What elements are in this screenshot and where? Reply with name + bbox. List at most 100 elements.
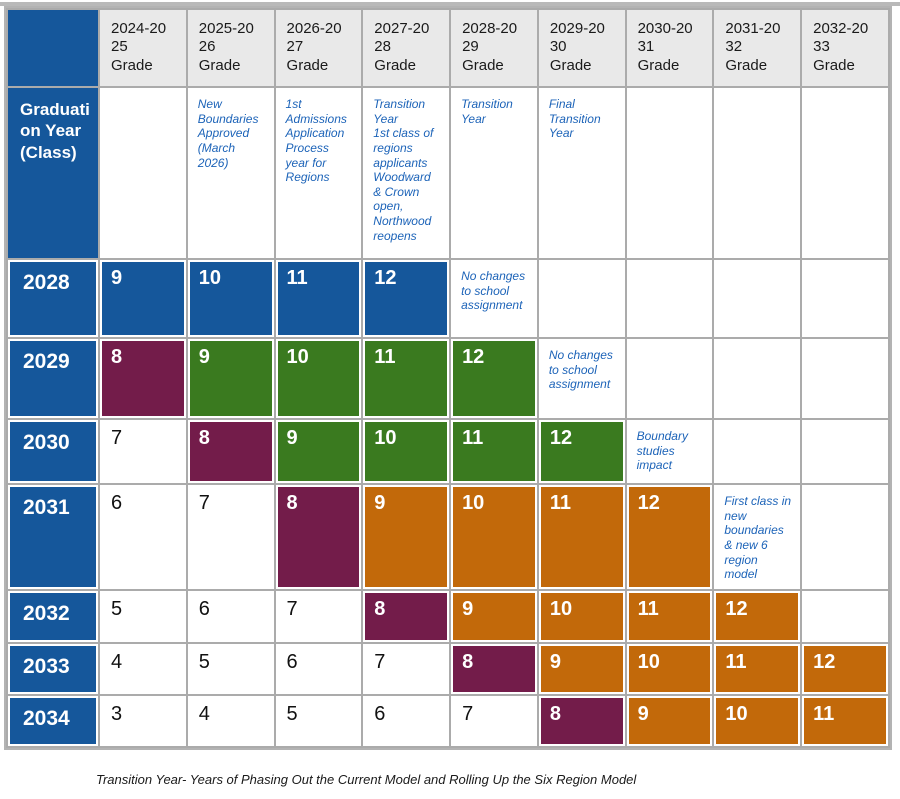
grade-cell: 12 bbox=[714, 591, 801, 642]
grade-cell: 10 bbox=[275, 339, 362, 418]
empty-cell bbox=[802, 420, 888, 483]
empty-cell bbox=[538, 260, 625, 337]
year-cell: 2032 bbox=[8, 591, 98, 642]
grade-cell: 10 bbox=[363, 420, 450, 483]
grade-cell: 9 bbox=[275, 420, 362, 483]
grade-cell: 6 bbox=[363, 696, 450, 746]
note-cell: Boundary studies impact bbox=[626, 420, 713, 483]
grade-cell: 8 bbox=[187, 420, 274, 483]
column-header-2: 2025-20 26 Grade bbox=[187, 10, 274, 86]
milestone-note: New Boundaries Approved (March 2026) bbox=[187, 88, 274, 258]
empty-cell bbox=[100, 88, 186, 258]
milestone-note: 1st Admissions Application Process year … bbox=[275, 88, 362, 258]
notes-row: Graduati on Year (Class) New Boundaries A… bbox=[8, 88, 888, 258]
grade-cell: 10 bbox=[626, 644, 713, 694]
empty-cell bbox=[626, 339, 713, 418]
grade-cell: 3 bbox=[100, 696, 186, 746]
table-body: 2028 9 10 11 12 No changes to school assignme… bbox=[8, 260, 888, 746]
grade-cell: 7 bbox=[363, 644, 450, 694]
grade-cell: 9 bbox=[626, 696, 713, 746]
grade-cell: 7 bbox=[451, 696, 537, 746]
milestone-note: Transition Year bbox=[451, 88, 537, 258]
class-row-2032: 2032 5 6 7 8 9 10 11 12 bbox=[8, 591, 888, 642]
table-head: 2024-20 25 Grade 2025-20 26 Grade 2026-20 … bbox=[8, 10, 888, 258]
year-cell: 2028 bbox=[8, 260, 98, 337]
empty-cell bbox=[802, 260, 888, 337]
grade-cell: 9 bbox=[187, 339, 274, 418]
grade-cell: 8 bbox=[538, 696, 625, 746]
grade-cell: 12 bbox=[451, 339, 537, 418]
empty-cell bbox=[802, 339, 888, 418]
schedule-table: 2024-20 25 Grade 2025-20 26 Grade 2026-20 … bbox=[4, 6, 892, 750]
grade-cell: 5 bbox=[275, 696, 362, 746]
class-row-2033: 2033 4 5 6 7 8 9 10 11 12 bbox=[8, 644, 888, 694]
grade-cell: 11 bbox=[802, 696, 888, 746]
grade-cell: 11 bbox=[714, 644, 801, 694]
empty-cell bbox=[802, 591, 888, 642]
milestone-note: Final Transition Year bbox=[538, 88, 625, 258]
year-cell: 2033 bbox=[8, 644, 98, 694]
column-header-6: 2029-20 30 Grade bbox=[538, 10, 625, 86]
grade-cell: 11 bbox=[363, 339, 450, 418]
empty-cell bbox=[802, 88, 888, 258]
grade-cell: 6 bbox=[187, 591, 274, 642]
year-cell: 2029 bbox=[8, 339, 98, 418]
class-row-2029: 2029 8 9 10 11 12 No changes to school assignm… bbox=[8, 339, 888, 418]
grade-cell: 12 bbox=[538, 420, 625, 483]
graduation-year-header: Graduati on Year (Class) bbox=[8, 88, 98, 258]
grade-cell: 12 bbox=[626, 485, 713, 589]
class-row-2034: 2034 3 4 5 6 7 8 9 10 11 bbox=[8, 696, 888, 746]
grade-cell: 8 bbox=[100, 339, 186, 418]
empty-cell bbox=[714, 260, 801, 337]
column-header-4: 2027-20 28 Grade bbox=[363, 10, 450, 86]
grade-cell: 5 bbox=[100, 591, 186, 642]
class-row-2028: 2028 9 10 11 12 No changes to school assignme… bbox=[8, 260, 888, 337]
grade-cell: 4 bbox=[187, 696, 274, 746]
column-header-5: 2028-20 29 Grade bbox=[451, 10, 537, 86]
grade-cell: 12 bbox=[802, 644, 888, 694]
grade-cell: 10 bbox=[538, 591, 625, 642]
grade-cell: 8 bbox=[275, 485, 362, 589]
grade-cell: 6 bbox=[275, 644, 362, 694]
grade-cell: 8 bbox=[363, 591, 450, 642]
empty-cell bbox=[714, 88, 801, 258]
note-cell: No changes to school assignment bbox=[451, 260, 537, 337]
year-cell: 2034 bbox=[8, 696, 98, 746]
grade-cell: 6 bbox=[100, 485, 186, 589]
note-cell: First class in new boundaries & new 6 re… bbox=[714, 485, 801, 589]
year-cell: 2030 bbox=[8, 420, 98, 483]
grade-cell: 10 bbox=[187, 260, 274, 337]
year-cell: 2031 bbox=[8, 485, 98, 589]
grade-cell: 11 bbox=[451, 420, 537, 483]
column-header-1: 2024-20 25 Grade bbox=[100, 10, 186, 86]
grade-cell: 9 bbox=[100, 260, 186, 337]
milestone-note: Transition Year 1st class of regions app… bbox=[363, 88, 450, 258]
grade-cell: 11 bbox=[538, 485, 625, 589]
grade-cell: 9 bbox=[451, 591, 537, 642]
grade-cell: 12 bbox=[363, 260, 450, 337]
column-header-row: 2024-20 25 Grade 2025-20 26 Grade 2026-20 … bbox=[8, 10, 888, 86]
top-divider bbox=[0, 2, 900, 6]
column-header-3: 2026-20 27 Grade bbox=[275, 10, 362, 86]
empty-cell bbox=[802, 485, 888, 589]
grade-cell: 5 bbox=[187, 644, 274, 694]
column-header-7: 2030-20 31 Grade bbox=[626, 10, 713, 86]
grade-cell: 10 bbox=[714, 696, 801, 746]
class-row-2030: 2030 7 8 9 10 11 12 Boundary studies impact bbox=[8, 420, 888, 483]
footer-caption: Transition Year- Years of Phasing Out th… bbox=[96, 772, 637, 787]
grade-cell: 4 bbox=[100, 644, 186, 694]
empty-cell bbox=[626, 260, 713, 337]
grade-cell: 9 bbox=[538, 644, 625, 694]
grade-cell: 9 bbox=[363, 485, 450, 589]
note-cell: No changes to school assignment bbox=[538, 339, 625, 418]
column-header-9: 2032-20 33 Grade bbox=[802, 10, 888, 86]
corner-cell bbox=[8, 10, 98, 86]
class-row-2031: 2031 6 7 8 9 10 11 12 First class in new boundar… bbox=[8, 485, 888, 589]
grade-cell: 7 bbox=[187, 485, 274, 589]
empty-cell bbox=[626, 88, 713, 258]
grade-cell: 8 bbox=[451, 644, 537, 694]
grade-cell: 7 bbox=[275, 591, 362, 642]
column-header-8: 2031-20 32 Grade bbox=[714, 10, 801, 86]
empty-cell bbox=[714, 339, 801, 418]
